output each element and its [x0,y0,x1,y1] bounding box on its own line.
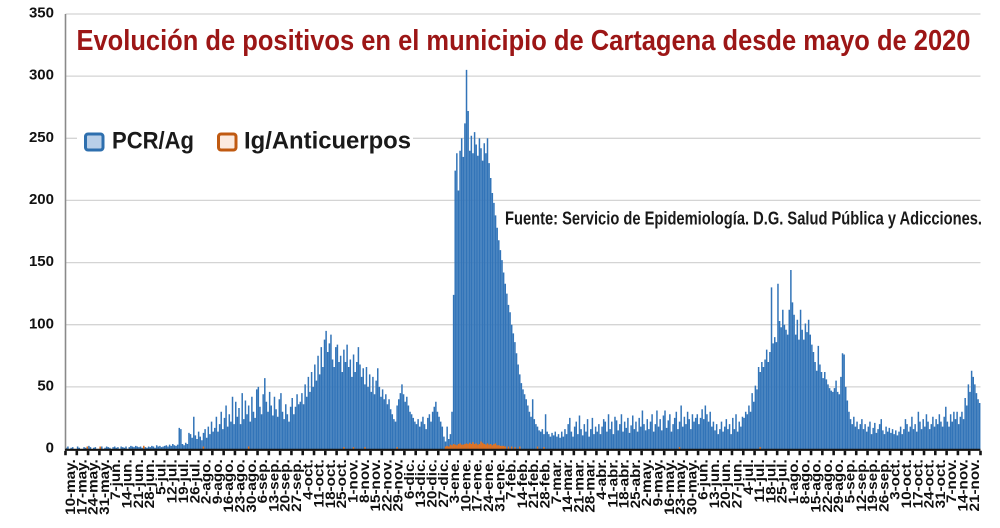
svg-text:25-abr.: 25-abr. [627,459,643,508]
svg-text:PCR/Ag: PCR/Ag [112,128,194,155]
svg-text:23-may.: 23-may. [672,459,688,515]
svg-text:20-sep.: 20-sep. [277,459,293,512]
svg-text:21-nov.: 21-nov. [966,459,982,511]
svg-text:7-feb.: 7-feb. [503,459,519,500]
svg-text:250: 250 [29,129,54,146]
svg-text:26-sep.: 26-sep. [875,459,891,512]
svg-text:27-sep.: 27-sep. [288,459,304,512]
svg-text:8-ago.: 8-ago. [796,459,812,504]
svg-text:4-jul.: 4-jul. [740,459,756,495]
svg-text:21-feb.: 21-feb. [525,459,541,508]
svg-text:20-jun.: 20-jun. [717,459,733,508]
svg-text:27-jun.: 27-jun. [729,459,745,508]
svg-text:10-oct.: 10-oct. [898,459,914,508]
svg-text:4-abr.: 4-abr. [593,459,609,500]
svg-text:26-jul.: 26-jul. [186,459,202,503]
svg-text:25-oct.: 25-oct. [333,459,349,508]
svg-text:22-nov.: 22-nov. [378,459,394,511]
svg-text:21-mar.: 21-mar. [570,459,586,512]
svg-text:14-nov.: 14-nov. [954,459,970,511]
svg-text:24-ene.: 24-ene. [480,459,496,512]
svg-text:28-mar.: 28-mar. [582,459,598,512]
svg-text:1-nov.: 1-nov. [344,459,360,503]
svg-text:14-jun.: 14-jun. [119,459,135,508]
svg-text:30-ago.: 30-ago. [243,459,259,512]
svg-text:200: 200 [29,191,54,208]
svg-text:50: 50 [37,378,54,395]
svg-text:14-mar.: 14-mar. [559,459,575,512]
svg-text:11-jul.: 11-jul. [751,459,767,502]
svg-text:27-dic.: 27-dic. [435,459,451,507]
svg-text:15-nov.: 15-nov. [367,459,383,511]
svg-text:7-mar.: 7-mar. [548,459,564,504]
svg-text:3-oct.: 3-oct. [887,459,903,500]
svg-text:0: 0 [46,440,54,457]
svg-text:10-ene.: 10-ene. [457,459,473,512]
svg-text:17-ene.: 17-ene. [469,459,485,512]
svg-text:2-ago.: 2-ago. [198,459,214,504]
svg-text:17-may.: 17-may. [73,459,89,515]
svg-text:31-may.: 31-may. [96,459,112,515]
svg-text:16-ago.: 16-ago. [220,459,236,512]
svg-text:24-may.: 24-may. [85,459,101,515]
svg-text:14-feb.: 14-feb. [514,459,530,508]
svg-text:16-may.: 16-may. [661,459,677,515]
svg-text:300: 300 [29,67,54,84]
svg-text:11-oct.: 11-oct. [311,459,327,507]
svg-text:19-jul.: 19-jul. [175,459,191,503]
svg-text:22-ago.: 22-ago. [819,459,835,512]
svg-text:11-abr.: 11-abr. [604,459,620,507]
svg-text:19-sep.: 19-sep. [864,459,880,512]
svg-text:Fuente: Servicio de Epidemiolo: Fuente: Servicio de Epidemiología. D.G. … [505,209,982,229]
svg-text:17-oct.: 17-oct. [909,459,925,508]
svg-text:29-ago.: 29-ago. [830,459,846,512]
svg-text:Ig/Anticuerpos: Ig/Anticuerpos [244,128,411,155]
svg-text:12-sep.: 12-sep. [853,459,869,512]
svg-text:13-jun.: 13-jun. [706,459,722,508]
svg-text:4-oct.: 4-oct. [299,459,315,500]
svg-text:13-dic.: 13-dic. [412,459,428,507]
svg-text:18-abr.: 18-abr. [616,459,632,508]
svg-text:8-nov.: 8-nov. [356,459,372,503]
svg-text:25-jul.: 25-jul. [774,459,790,503]
svg-text:21-jun.: 21-jun. [130,459,146,508]
svg-text:23-ago.: 23-ago. [231,459,247,512]
svg-text:9-may.: 9-may. [649,459,665,506]
svg-text:Evolución de positivos en el m: Evolución de positivos en el municipio d… [77,25,971,57]
svg-text:350: 350 [29,5,54,22]
svg-text:6-sep.: 6-sep. [254,459,270,503]
svg-text:2-may.: 2-may. [638,459,654,506]
svg-text:28-jun.: 28-jun. [141,459,157,508]
svg-text:6-dic.: 6-dic. [401,459,417,499]
svg-text:5-sep.: 5-sep. [841,459,857,503]
svg-text:20-dic.: 20-dic. [424,459,440,507]
svg-text:29-nov.: 29-nov. [390,459,406,511]
svg-text:18-jul.: 18-jul. [762,459,778,503]
svg-text:12-jul.: 12-jul. [164,459,180,503]
svg-text:13-sep.: 13-sep. [265,459,281,512]
svg-text:9-ago.: 9-ago. [209,459,225,504]
svg-text:28-feb.: 28-feb. [536,459,552,508]
svg-text:6-jun.: 6-jun. [695,459,711,500]
svg-text:150: 150 [29,253,54,270]
svg-text:5-jul.: 5-jul. [152,459,168,495]
svg-text:30-may.: 30-may. [683,459,699,515]
svg-text:7-jun.: 7-jun. [107,459,123,500]
svg-text:3-ene.: 3-ene. [446,459,462,503]
svg-text:24-oct.: 24-oct. [921,459,937,508]
svg-text:15-ago.: 15-ago. [808,459,824,512]
svg-text:10-may.: 10-may. [62,459,78,515]
svg-text:100: 100 [29,315,54,332]
svg-text:31-ene.: 31-ene. [491,459,507,512]
svg-text:18-oct.: 18-oct. [322,459,338,508]
svg-text:1-ago.: 1-ago. [785,459,801,504]
svg-text:31-oct.: 31-oct. [932,459,948,508]
svg-text:7-nov.: 7-nov. [943,459,959,503]
